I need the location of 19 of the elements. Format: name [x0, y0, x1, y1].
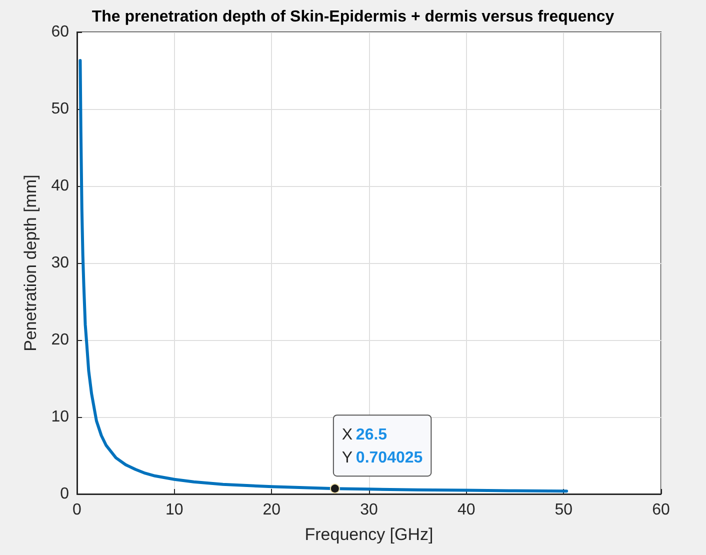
y-tick-label: 50 — [51, 100, 70, 118]
y-tick-label: 30 — [51, 254, 70, 272]
y-tick-label: 60 — [51, 24, 70, 40]
y-tick-label: 40 — [51, 178, 70, 194]
x-tick-label: 60 — [652, 502, 670, 518]
annotation: X 26.5 Y 0.704025 — [342, 426, 423, 467]
x-tick-label: 10 — [165, 502, 184, 518]
y-axis-title: Penetration depth [mm] — [21, 174, 40, 352]
x-tick-label: 40 — [457, 502, 476, 518]
y-tick-label: 0 — [60, 486, 70, 502]
y-tick-label: 20 — [51, 332, 70, 348]
x-tick-label: 20 — [262, 502, 281, 518]
line-series — [78, 58, 568, 494]
x-axis-title: Frequency [GHz] — [304, 525, 434, 544]
x-tick-label: 30 — [360, 502, 378, 518]
x-tick-label: 0 — [72, 502, 82, 518]
x-tick-label: 50 — [554, 502, 573, 518]
chart-title: The prenetration depth of Skin-Epidermis + dermis versus frequency — [92, 8, 614, 26]
y-tick-label: 10 — [51, 408, 70, 426]
